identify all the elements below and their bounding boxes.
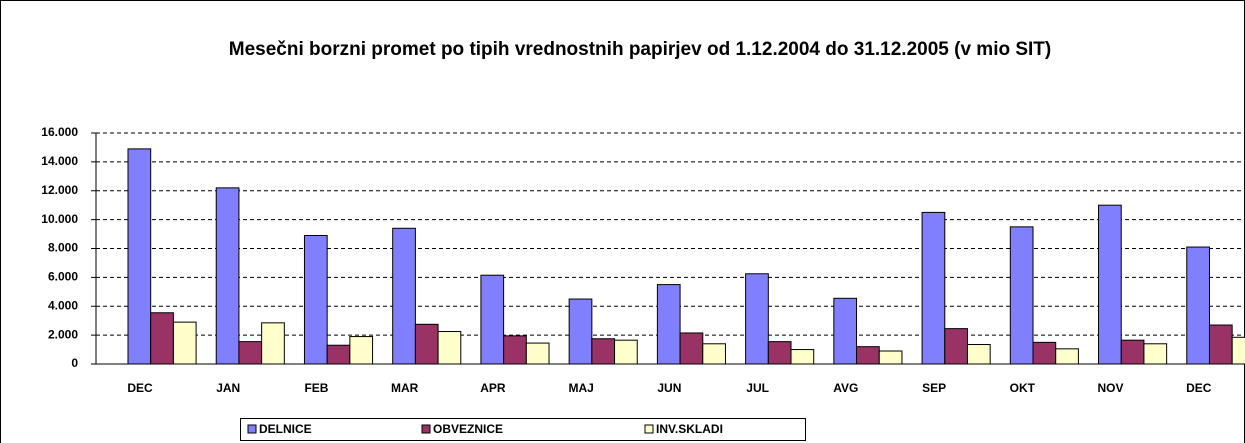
bar — [480, 274, 505, 365]
x-tick-label: JUN — [657, 381, 681, 395]
bar — [921, 211, 946, 365]
y-tick-label: 16.000 — [41, 125, 78, 139]
chart-title: Mesečni borzni promet po tipih vrednostn… — [228, 39, 1052, 60]
x-tick-label: FEB — [304, 381, 328, 395]
legend-swatch — [644, 424, 654, 434]
x-tick-label: APR — [480, 381, 506, 395]
bar — [392, 227, 416, 365]
bar — [568, 298, 593, 365]
x-tick-label: NOV — [1098, 381, 1124, 395]
y-tick-label: 14.000 — [41, 154, 78, 168]
bar — [745, 273, 769, 365]
bar — [172, 321, 197, 365]
y-tick-label: 12.000 — [41, 183, 78, 197]
bar — [1143, 343, 1168, 365]
legend-label: OBVEZNICE — [433, 422, 503, 436]
bar — [150, 312, 174, 365]
bar — [1098, 204, 1122, 365]
bar — [790, 349, 815, 365]
bar — [414, 323, 439, 365]
x-tick-label: MAJ — [568, 381, 593, 395]
bar — [944, 328, 968, 365]
bar — [503, 335, 527, 365]
x-tick-label: SEP — [922, 381, 946, 395]
bar — [1055, 348, 1079, 365]
x-tick-label: MAR — [391, 381, 419, 395]
bar — [679, 332, 704, 365]
bar — [1208, 324, 1233, 365]
bar — [856, 346, 880, 365]
bar — [349, 336, 374, 365]
bar — [437, 331, 462, 365]
x-tick-label: OKT — [1010, 381, 1036, 395]
bar — [767, 341, 792, 365]
y-tick-label: 10.000 — [41, 212, 78, 226]
y-tick-label: 0 — [71, 356, 78, 370]
x-tick-label: JUL — [746, 381, 769, 395]
bar — [966, 344, 991, 365]
legend-label: DELNICE — [259, 422, 312, 436]
bar — [878, 350, 903, 365]
legend-swatch — [247, 424, 257, 434]
bar — [591, 338, 616, 365]
x-tick-label: DEC — [1186, 381, 1212, 395]
bar — [1186, 246, 1210, 365]
bar — [303, 235, 328, 365]
bar — [1120, 339, 1145, 365]
x-tick-label: JAN — [216, 381, 240, 395]
bar — [525, 342, 550, 365]
legend-swatch — [421, 424, 431, 434]
bar — [326, 344, 351, 365]
bar — [238, 341, 263, 365]
bar — [614, 339, 638, 365]
bar — [1032, 341, 1057, 365]
y-tick-label: 8.000 — [48, 241, 78, 255]
y-tick-label: 4.000 — [48, 298, 78, 312]
y-tick-label: 6.000 — [48, 270, 78, 284]
bar — [127, 148, 152, 365]
bar — [833, 297, 858, 365]
bar — [1231, 336, 1245, 365]
bar — [1009, 226, 1034, 365]
y-tick-label: 2.000 — [48, 327, 78, 341]
bar — [261, 322, 285, 365]
legend-label: INV.SKLADI — [656, 422, 723, 436]
bar — [215, 187, 240, 365]
x-tick-label: DEC — [127, 381, 153, 395]
bar — [656, 284, 681, 365]
x-tick-label: AVG — [833, 381, 858, 395]
bar — [702, 343, 726, 365]
legend-box — [240, 418, 806, 441]
